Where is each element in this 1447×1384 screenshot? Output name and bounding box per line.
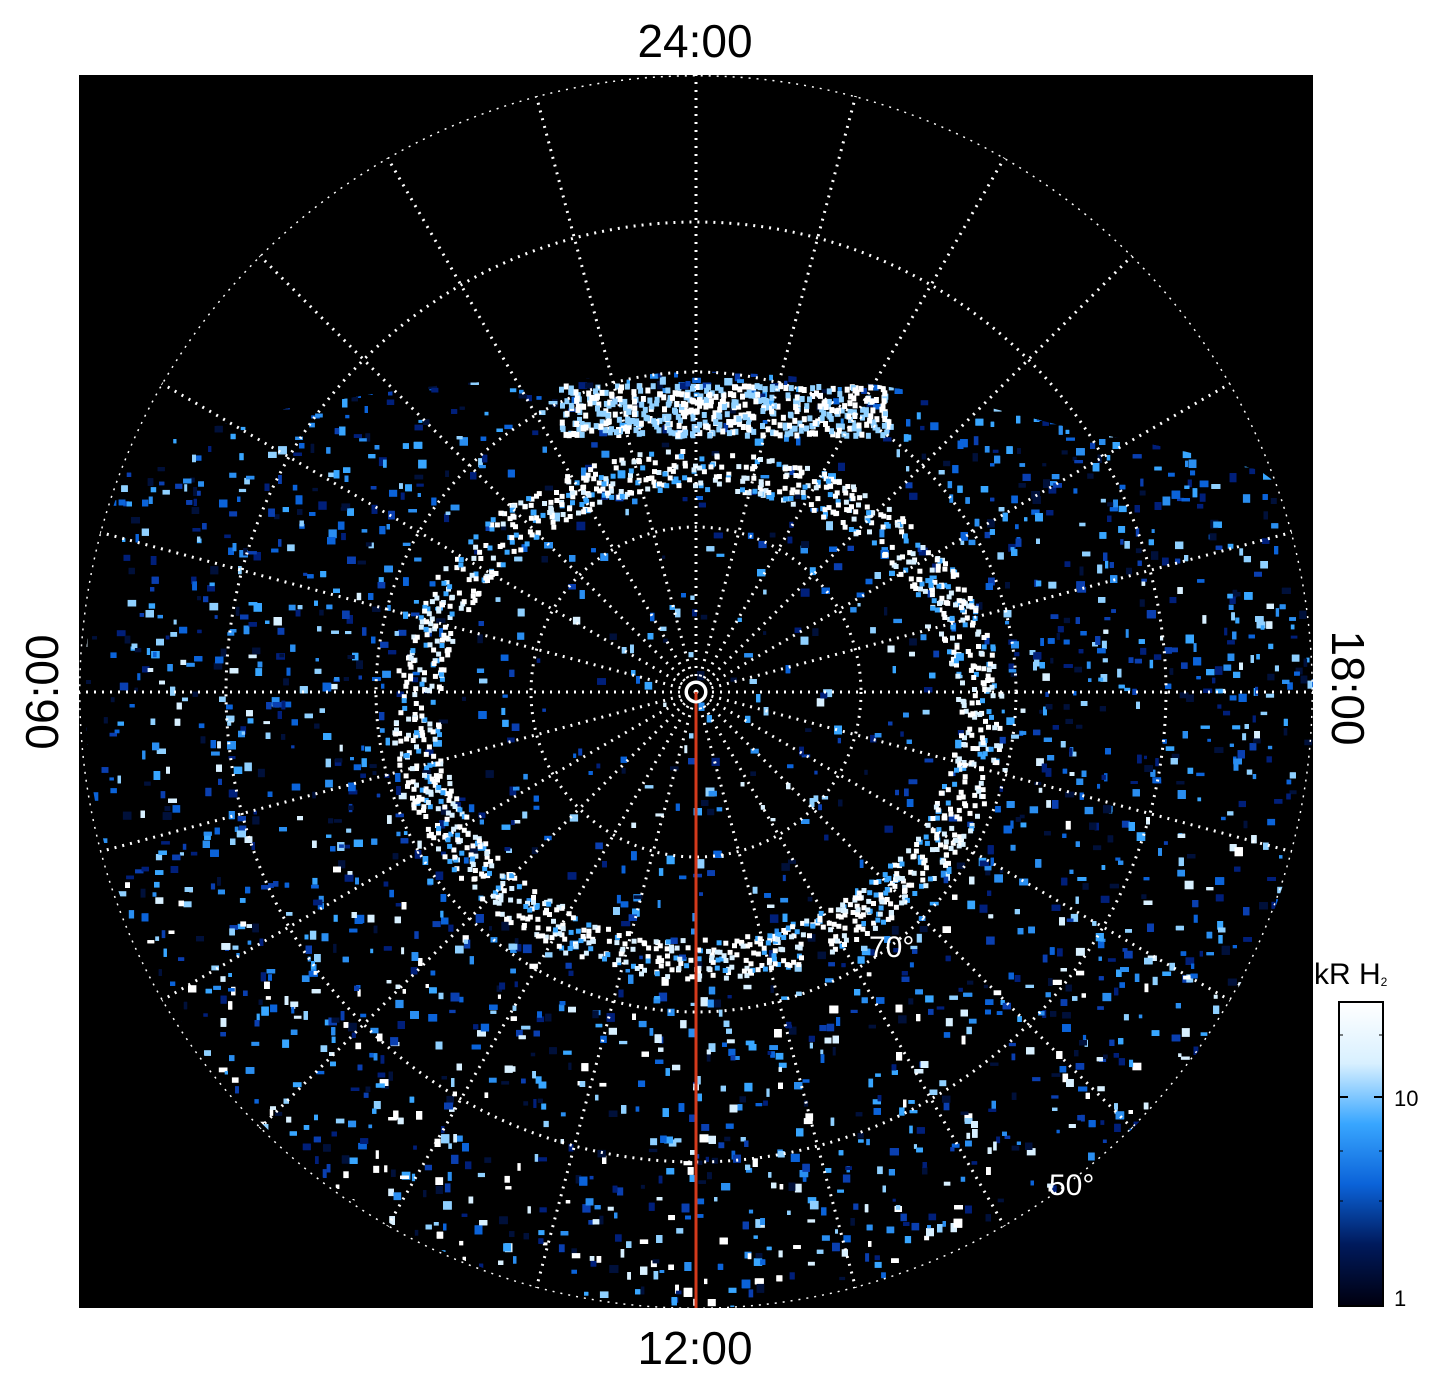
colorbar-title-main: kR H (1314, 958, 1381, 991)
colorbar-ticks (1338, 1034, 1384, 1202)
colorbar (1338, 1001, 1384, 1307)
latitude-label-70: 70° (869, 931, 914, 964)
latitude-label-50: 50° (1049, 1169, 1094, 1202)
time-label-06: 06:00 (16, 634, 68, 750)
pole-marker (684, 680, 708, 704)
colorbar-tick-1: 1 (1394, 1286, 1407, 1311)
colorbar-tick-10: 10 (1394, 1086, 1419, 1111)
auroral-oval (392, 383, 1005, 982)
latitude-longitude-grid (79, 75, 1313, 1308)
colorbar-title-subscript: 2 (1380, 975, 1388, 989)
time-label-18: 18:00 (1322, 630, 1374, 746)
colorbar-title: kR H2 (1314, 958, 1387, 992)
polar-projection-map: 70° 50° (79, 75, 1313, 1308)
time-label-12: 12:00 (637, 1322, 753, 1374)
time-label-24: 24:00 (637, 15, 753, 67)
